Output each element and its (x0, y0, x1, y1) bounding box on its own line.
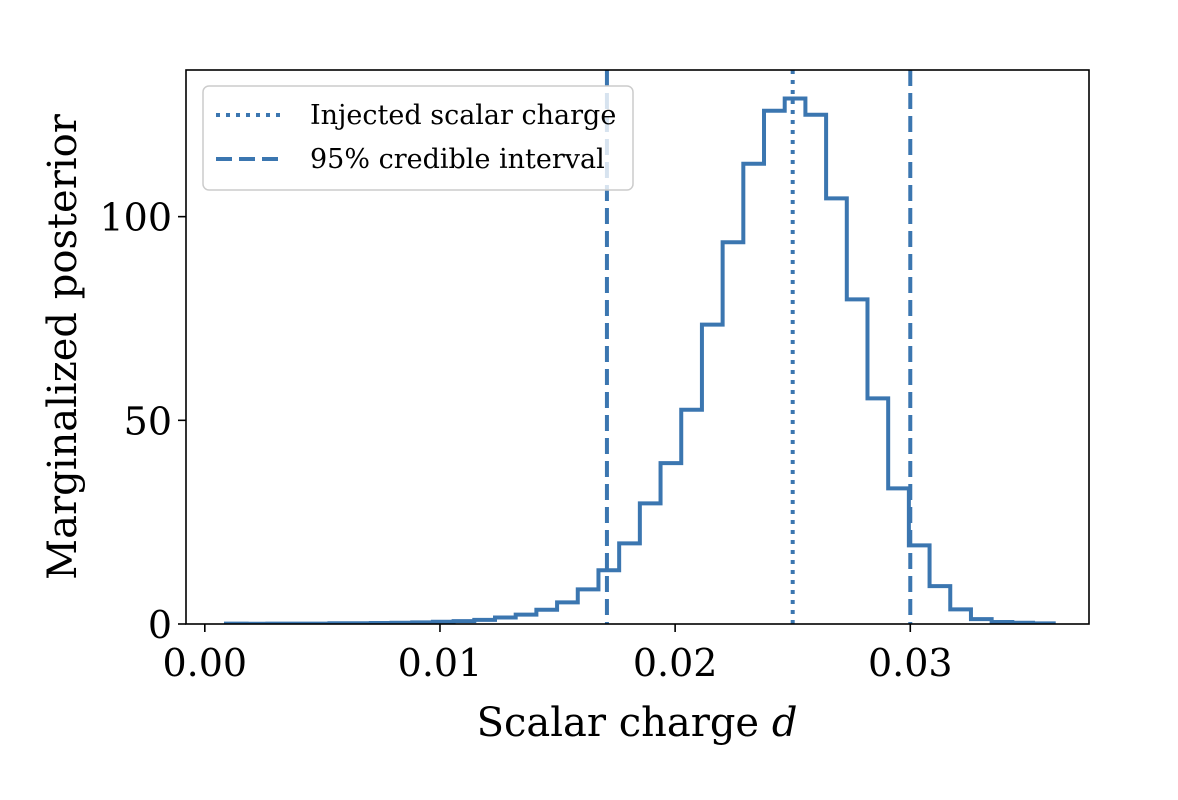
legend-label-injected: Injected scalar charge (310, 100, 616, 131)
histogram-outline (223, 96, 1056, 624)
x-tick-label: 0.00 (163, 641, 248, 685)
x-tick-label: 0.01 (398, 641, 483, 685)
x-axis: 0.00 0.01 0.02 0.03 (163, 624, 953, 685)
x-tick-label: 0.02 (633, 641, 718, 685)
x-axis-label: Scalar charge d (477, 700, 798, 746)
y-tick-label: 50 (124, 399, 172, 443)
y-axis-label: Marginalized posterior (40, 113, 86, 580)
legend-label-credible: 95% credible interval (310, 144, 605, 175)
y-tick-label: 0 (148, 603, 172, 647)
axes-frame (185, 69, 1090, 625)
x-axis-label-symbol: d (772, 700, 798, 746)
y-axis: 0 50 100 (99, 196, 186, 647)
y-tick-label: 100 (99, 196, 172, 240)
legend: Injected scalar charge 95% credible inte… (202, 85, 634, 191)
legend-box (202, 85, 634, 191)
x-tick-label: 0.03 (868, 641, 953, 685)
